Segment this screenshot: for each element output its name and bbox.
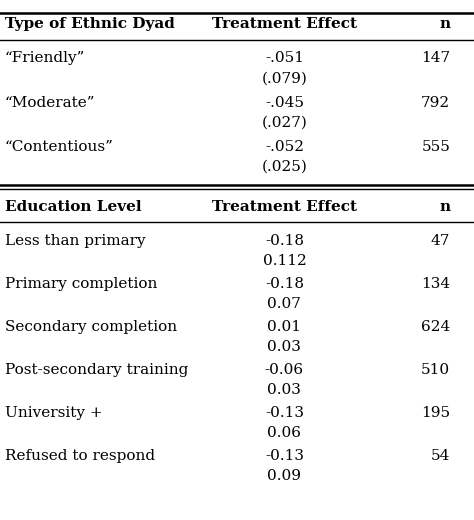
Text: -0.13: -0.13 [265, 406, 304, 420]
Text: 0.03: 0.03 [267, 383, 301, 397]
Text: University +: University + [5, 406, 102, 420]
Text: -0.13: -0.13 [265, 449, 304, 463]
Text: Type of Ethnic Dyad: Type of Ethnic Dyad [5, 17, 174, 31]
Text: -0.06: -0.06 [265, 363, 304, 377]
Text: n: n [439, 200, 450, 214]
Text: 47: 47 [431, 234, 450, 248]
Text: 134: 134 [421, 277, 450, 291]
Text: 510: 510 [421, 363, 450, 377]
Text: 0.112: 0.112 [263, 254, 306, 268]
Text: Treatment Effect: Treatment Effect [212, 200, 357, 214]
Text: Less than primary: Less than primary [5, 234, 146, 248]
Text: 624: 624 [421, 320, 450, 334]
Text: -.045: -.045 [265, 96, 304, 110]
Text: Treatment Effect: Treatment Effect [212, 17, 357, 31]
Text: 0.09: 0.09 [267, 469, 301, 483]
Text: 147: 147 [421, 51, 450, 66]
Text: Secondary completion: Secondary completion [5, 320, 177, 334]
Text: Primary completion: Primary completion [5, 277, 157, 291]
Text: 0.06: 0.06 [267, 426, 301, 440]
Text: -0.18: -0.18 [265, 277, 304, 291]
Text: 0.03: 0.03 [267, 340, 301, 354]
Text: 0.07: 0.07 [267, 297, 301, 311]
Text: 54: 54 [431, 449, 450, 463]
Text: Refused to respond: Refused to respond [5, 449, 155, 463]
Text: “Moderate”: “Moderate” [5, 96, 95, 110]
Text: 0.01: 0.01 [267, 320, 301, 334]
Text: (.079): (.079) [262, 72, 307, 86]
Text: 555: 555 [421, 140, 450, 154]
Text: 792: 792 [421, 96, 450, 110]
Text: -.051: -.051 [265, 51, 304, 66]
Text: “Contentious”: “Contentious” [5, 140, 114, 154]
Text: Post-secondary training: Post-secondary training [5, 363, 188, 377]
Text: (.025): (.025) [262, 160, 307, 174]
Text: (.027): (.027) [262, 116, 307, 129]
Text: -.052: -.052 [265, 140, 304, 154]
Text: -0.18: -0.18 [265, 234, 304, 248]
Text: n: n [439, 17, 450, 31]
Text: 195: 195 [421, 406, 450, 420]
Text: “Friendly”: “Friendly” [5, 51, 85, 66]
Text: Education Level: Education Level [5, 200, 141, 214]
